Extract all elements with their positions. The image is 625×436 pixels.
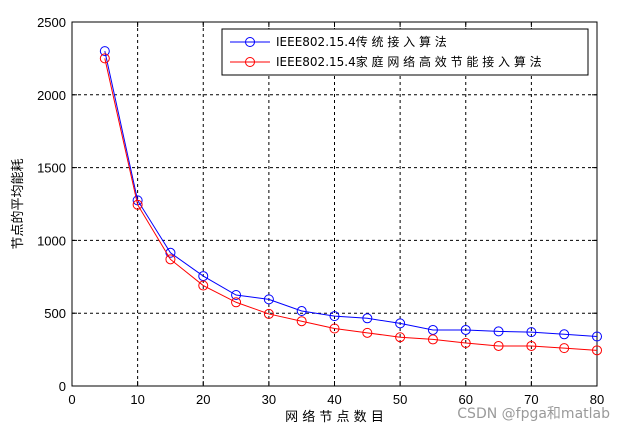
- axis-ticks: 0 10 20 30 40 50 60 70 80 0 500 1000 1500 2000 2500: [37, 15, 604, 407]
- legend-entry-2: IEEE802.15.4家 庭 网 络 高 效 节 能 接 入 算 法: [230, 54, 542, 69]
- data-point: [231, 297, 242, 308]
- y-axis-label: 节点的平均能耗: [10, 158, 26, 249]
- x-tick-label: 30: [262, 392, 276, 407]
- data-point: [592, 345, 602, 356]
- data-point: [395, 318, 406, 329]
- data-series: [99, 46, 602, 356]
- x-tick-label: 50: [393, 392, 407, 407]
- series-line: [104, 51, 598, 337]
- data-point: [493, 326, 504, 337]
- x-tick-label: 70: [524, 392, 538, 407]
- data-point: [559, 329, 570, 340]
- data-point: [99, 53, 110, 64]
- series-line: [104, 58, 598, 351]
- y-tick-label: 2500: [37, 15, 66, 30]
- data-point: [362, 327, 373, 338]
- y-tick-label: 500: [44, 306, 66, 321]
- y-tick-label: 1500: [37, 161, 66, 176]
- data-point: [132, 199, 143, 210]
- data-point: [198, 280, 209, 291]
- data-point: [296, 316, 307, 327]
- legend-marker: [245, 37, 255, 47]
- legend-label: IEEE802.15.4家 庭 网 络 高 效 节 能 接 入 算 法: [276, 54, 542, 69]
- legend: IEEE802.15.4传 统 接 入 算 法 IEEE802.15.4家 庭 网…: [221, 28, 589, 76]
- data-point: [99, 46, 110, 57]
- x-tick-label: 80: [590, 392, 604, 407]
- x-tick-label: 20: [196, 392, 210, 407]
- data-point: [362, 313, 373, 324]
- legend-box: [221, 28, 589, 76]
- data-point: [329, 323, 340, 334]
- x-axis-label: 网 络 节 点 数 目: [285, 409, 384, 425]
- legend-label: IEEE802.15.4传 统 接 入 算 法: [276, 34, 447, 49]
- data-point: [526, 327, 537, 338]
- x-tick-label: 60: [459, 392, 473, 407]
- data-point: [231, 290, 242, 300]
- data-point: [460, 324, 471, 335]
- x-tick-label: 10: [130, 392, 144, 407]
- data-point: [493, 340, 504, 351]
- data-point: [329, 311, 340, 322]
- data-point: [592, 331, 602, 342]
- data-point: [526, 340, 537, 351]
- data-point: [165, 254, 176, 265]
- data-point: [263, 294, 274, 305]
- data-point: [460, 338, 471, 349]
- data-point: [427, 334, 438, 345]
- x-tick-label: 40: [327, 392, 341, 407]
- data-point: [263, 308, 274, 319]
- legend-entry-1: IEEE802.15.4传 统 接 入 算 法: [230, 34, 447, 49]
- watermark: CSDN @fpga和matlab: [457, 406, 610, 422]
- x-tick-label: 0: [68, 392, 75, 407]
- legend-marker: [245, 57, 255, 67]
- y-tick-label: 0: [59, 379, 66, 394]
- data-point: [296, 306, 307, 317]
- y-tick-label: 2000: [37, 88, 66, 103]
- y-tick-label: 1000: [37, 233, 66, 248]
- data-point: [559, 343, 570, 354]
- series-2: [99, 53, 602, 356]
- data-point: [395, 332, 406, 343]
